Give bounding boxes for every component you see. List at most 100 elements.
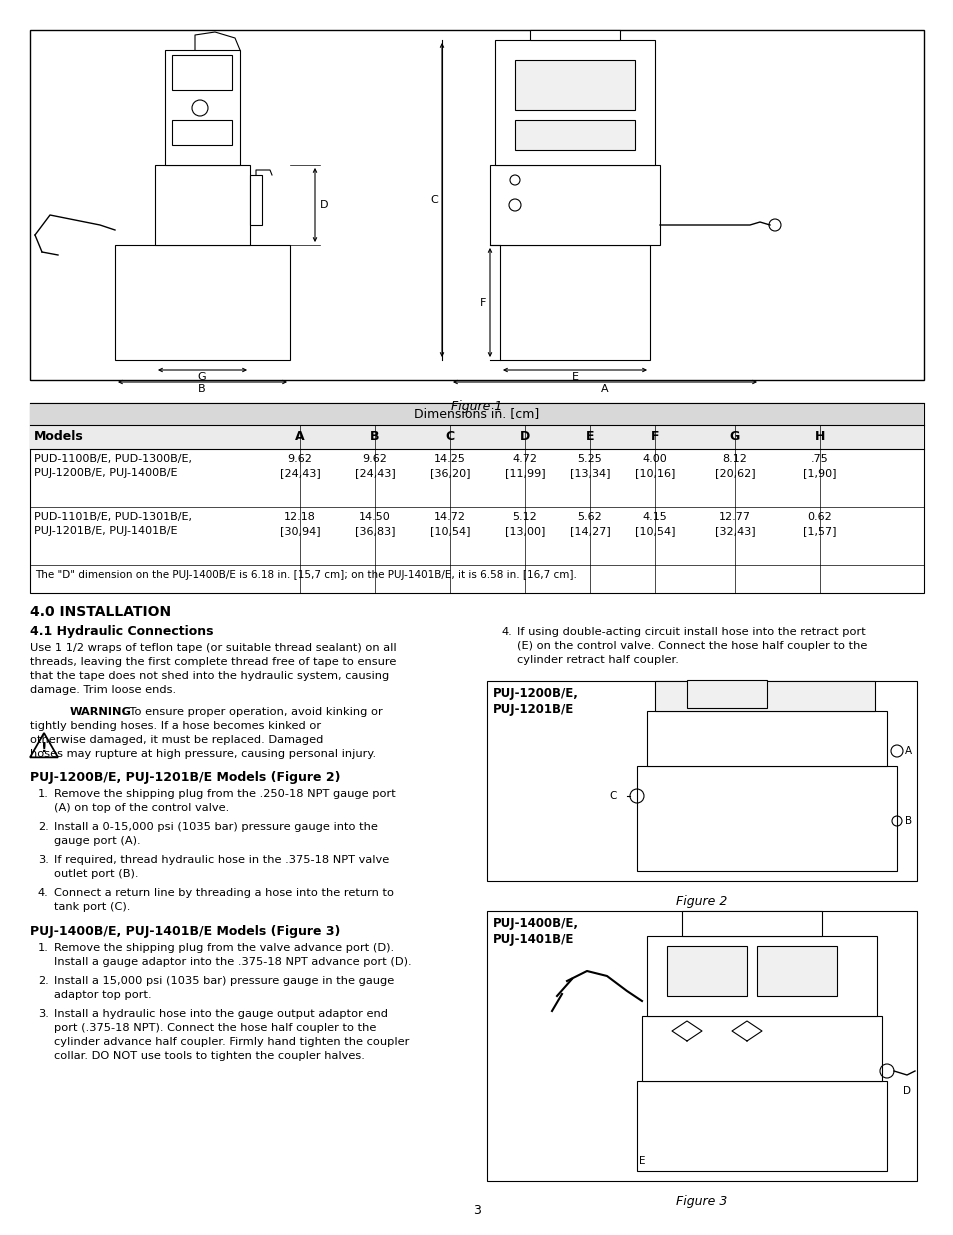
Text: hoses may rupture at high pressure, causing personal injury.: hoses may rupture at high pressure, caus… (30, 748, 375, 760)
FancyBboxPatch shape (486, 911, 916, 1181)
FancyBboxPatch shape (490, 165, 659, 245)
Text: PUJ-1400B/E, PUJ-1401B/E Models (Figure 3): PUJ-1400B/E, PUJ-1401B/E Models (Figure … (30, 925, 340, 939)
FancyBboxPatch shape (637, 766, 896, 871)
Text: Install a hydraulic hose into the gauge output adaptor end: Install a hydraulic hose into the gauge … (54, 1009, 388, 1019)
Text: damage. Trim loose ends.: damage. Trim loose ends. (30, 685, 176, 695)
Text: cylinder retract half coupler.: cylinder retract half coupler. (517, 655, 679, 664)
Text: 2.: 2. (38, 823, 49, 832)
Text: 1.: 1. (38, 789, 49, 799)
FancyBboxPatch shape (646, 936, 876, 1016)
Text: WARNING: WARNING (70, 706, 132, 718)
Text: H: H (814, 431, 824, 443)
FancyBboxPatch shape (165, 49, 240, 165)
Text: E: E (571, 372, 578, 382)
FancyBboxPatch shape (681, 911, 821, 936)
Text: If using double-acting circuit install hose into the retract port: If using double-acting circuit install h… (517, 627, 864, 637)
Text: B: B (198, 384, 206, 394)
Text: C: C (445, 431, 454, 443)
FancyBboxPatch shape (172, 56, 232, 90)
Text: Install a 0-15,000 psi (1035 bar) pressure gauge into the: Install a 0-15,000 psi (1035 bar) pressu… (54, 823, 377, 832)
Text: !: ! (41, 741, 48, 756)
Text: A: A (294, 431, 305, 443)
Text: 5.12
[13,00]: 5.12 [13,00] (504, 513, 544, 536)
Text: 4.00
[10,16]: 4.00 [10,16] (634, 454, 675, 478)
Text: Install a 15,000 psi (1035 bar) pressure gauge in the gauge: Install a 15,000 psi (1035 bar) pressure… (54, 976, 394, 986)
Text: outlet port (B).: outlet port (B). (54, 869, 138, 879)
Text: G: G (729, 431, 740, 443)
Text: 8.12
[20,62]: 8.12 [20,62] (714, 454, 755, 478)
Text: 14.50
[36,83]: 14.50 [36,83] (355, 513, 395, 536)
FancyBboxPatch shape (646, 711, 886, 766)
Text: adaptor top port.: adaptor top port. (54, 990, 152, 1000)
Text: 0.62
[1,57]: 0.62 [1,57] (802, 513, 836, 536)
Text: 4.1 Hydraulic Connections: 4.1 Hydraulic Connections (30, 625, 213, 638)
Text: PUJ-1200B/E, PUJ-1201B/E Models (Figure 2): PUJ-1200B/E, PUJ-1201B/E Models (Figure … (30, 771, 340, 784)
FancyBboxPatch shape (495, 40, 655, 165)
Text: Figure 1: Figure 1 (451, 400, 502, 412)
Text: 3: 3 (473, 1204, 480, 1216)
Text: .75
[1,90]: .75 [1,90] (802, 454, 836, 478)
FancyBboxPatch shape (757, 946, 836, 995)
FancyBboxPatch shape (686, 680, 766, 708)
Text: 3.: 3. (38, 855, 49, 864)
Text: G: G (197, 372, 206, 382)
Text: Use 1 1/2 wraps of teflon tape (or suitable thread sealant) on all: Use 1 1/2 wraps of teflon tape (or suita… (30, 643, 396, 653)
Text: 2.: 2. (38, 976, 49, 986)
Text: 12.77
[32,43]: 12.77 [32,43] (714, 513, 755, 536)
FancyBboxPatch shape (486, 680, 916, 881)
Text: F: F (650, 431, 659, 443)
Text: Figure 3: Figure 3 (676, 1195, 727, 1208)
Text: E: E (585, 431, 594, 443)
FancyBboxPatch shape (515, 61, 635, 110)
Text: collar. DO NOT use tools to tighten the coupler halves.: collar. DO NOT use tools to tighten the … (54, 1051, 364, 1061)
FancyBboxPatch shape (30, 403, 923, 425)
Text: Remove the shipping plug from the valve advance port (D).: Remove the shipping plug from the valve … (54, 944, 394, 953)
Text: cylinder advance half coupler. Firmly hand tighten the coupler: cylinder advance half coupler. Firmly ha… (54, 1037, 409, 1047)
Text: PUD-1100B/E, PUD-1300B/E,
PUJ-1200B/E, PUJ-1400B/E: PUD-1100B/E, PUD-1300B/E, PUJ-1200B/E, P… (34, 454, 192, 478)
Text: 3.: 3. (38, 1009, 49, 1019)
Text: tightly bending hoses. If a hose becomes kinked or: tightly bending hoses. If a hose becomes… (30, 721, 321, 731)
Text: threads, leaving the first complete thread free of tape to ensure: threads, leaving the first complete thre… (30, 657, 395, 667)
FancyBboxPatch shape (515, 120, 635, 149)
Text: gauge port (A).: gauge port (A). (54, 836, 140, 846)
Text: (A) on top of the control valve.: (A) on top of the control valve. (54, 803, 229, 813)
Text: 14.72
[10,54]: 14.72 [10,54] (429, 513, 470, 536)
Text: The "D" dimension on the PUJ-1400B/E is 6.18 in. [15,7 cm]; on the PUJ-1401B/E, : The "D" dimension on the PUJ-1400B/E is … (35, 571, 577, 580)
Text: : To ensure proper operation, avoid kinking or: : To ensure proper operation, avoid kink… (122, 706, 382, 718)
Text: (E) on the control valve. Connect the hose half coupler to the: (E) on the control valve. Connect the ho… (517, 641, 866, 651)
Text: 5.25
[13,34]: 5.25 [13,34] (569, 454, 610, 478)
Text: C: C (430, 195, 437, 205)
Text: PUD-1101B/E, PUD-1301B/E,
PUJ-1201B/E, PUJ-1401B/E: PUD-1101B/E, PUD-1301B/E, PUJ-1201B/E, P… (34, 513, 192, 536)
Text: Figure 2: Figure 2 (676, 895, 727, 908)
Text: 1.: 1. (38, 944, 49, 953)
Text: PUJ-1200B/E,
PUJ-1201B/E: PUJ-1200B/E, PUJ-1201B/E (493, 687, 578, 716)
FancyBboxPatch shape (530, 30, 619, 40)
Text: C: C (609, 790, 617, 802)
Text: D: D (902, 1086, 910, 1095)
Text: 4.72
[11,99]: 4.72 [11,99] (504, 454, 545, 478)
Text: 12.18
[30,94]: 12.18 [30,94] (279, 513, 320, 536)
Text: A: A (904, 746, 911, 756)
Text: Remove the shipping plug from the .250-18 NPT gauge port: Remove the shipping plug from the .250-1… (54, 789, 395, 799)
Text: Models: Models (34, 431, 84, 443)
Text: 9.62
[24,43]: 9.62 [24,43] (279, 454, 320, 478)
Text: E: E (639, 1156, 644, 1166)
FancyBboxPatch shape (641, 1016, 882, 1081)
Text: that the tape does not shed into the hydraulic system, causing: that the tape does not shed into the hyd… (30, 671, 389, 680)
Text: 14.25
[36,20]: 14.25 [36,20] (429, 454, 470, 478)
Text: 9.62
[24,43]: 9.62 [24,43] (355, 454, 395, 478)
FancyBboxPatch shape (499, 245, 649, 359)
FancyBboxPatch shape (115, 245, 290, 359)
Text: B: B (370, 431, 379, 443)
Text: B: B (904, 816, 911, 826)
Text: port (.375-18 NPT). Connect the hose half coupler to the: port (.375-18 NPT). Connect the hose hal… (54, 1023, 376, 1032)
Text: D: D (519, 431, 530, 443)
FancyBboxPatch shape (172, 120, 232, 144)
Text: A: A (600, 384, 608, 394)
FancyBboxPatch shape (30, 30, 923, 380)
Text: If required, thread hydraulic hose in the .375-18 NPT valve: If required, thread hydraulic hose in th… (54, 855, 389, 864)
FancyBboxPatch shape (30, 425, 923, 450)
Text: Install a gauge adaptor into the .375-18 NPT advance port (D).: Install a gauge adaptor into the .375-18… (54, 957, 411, 967)
Text: 4.: 4. (38, 888, 49, 898)
Text: tank port (C).: tank port (C). (54, 902, 131, 911)
